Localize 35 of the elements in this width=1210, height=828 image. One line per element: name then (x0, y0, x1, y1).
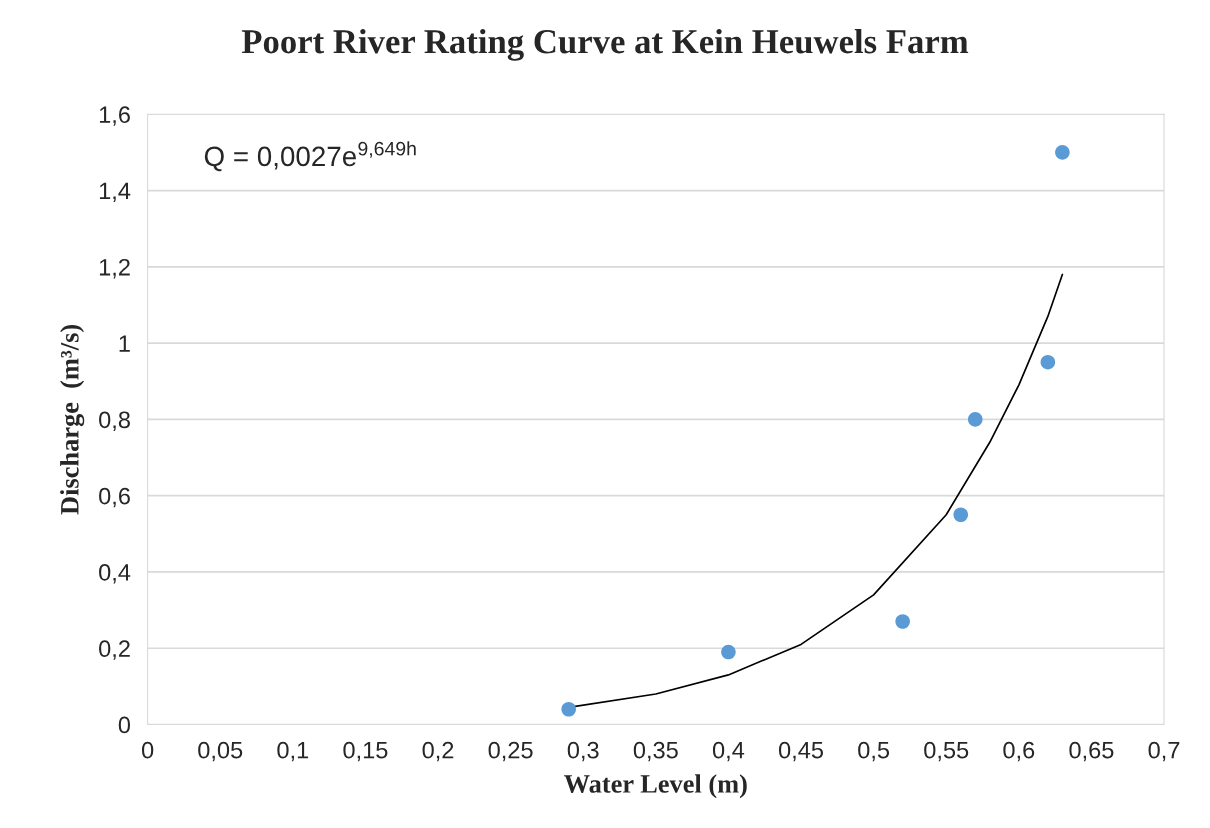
x-tick-label: 0,4 (712, 741, 745, 762)
x-tick-label: 0,15 (343, 741, 388, 762)
x-axis-title: Water Level (m) (564, 774, 747, 799)
x-tick-label: 0,55 (924, 741, 969, 762)
x-tick-label: 0 (141, 741, 154, 759)
x-tick-label: 0,7 (1148, 741, 1180, 762)
annotation: Q = 0,0027e$^{9,649h}$ (204, 141, 416, 172)
y-tick-label: 1,6 (99, 106, 130, 126)
x-tick-label: 0,35 (633, 741, 678, 762)
x-tick-label: 0,1 (277, 741, 309, 762)
point (721, 644, 736, 660)
x-tick-label: 0,25 (488, 741, 533, 762)
y-axis-title: Discharge (m³/s) (60, 324, 85, 515)
x-tick-label: 0,45 (778, 741, 824, 762)
y-tick-label: 0 (118, 716, 131, 734)
x-tick-label: 0,05 (198, 741, 243, 762)
y-tick-label: 0,2 (99, 640, 130, 660)
x-tick-label: 0,65 (1069, 741, 1114, 762)
point (1040, 354, 1056, 370)
point (953, 507, 969, 523)
y-tick-label: 0,8 (99, 411, 130, 431)
x-tick-label: 0,5 (858, 741, 890, 762)
y-tick-label: 1,4 (99, 182, 131, 203)
y-tick-label: 0,6 (99, 487, 130, 508)
x-tick-label: 0,6 (1003, 741, 1035, 762)
chart-title: Poort River Rating Curve at Kein Heuwels Farm (241, 28, 969, 61)
y-tick-label: 1,2 (99, 258, 130, 279)
point (895, 614, 910, 629)
point (1055, 145, 1070, 160)
x-tick-label: 0,2 (422, 741, 454, 762)
x-tick-label: 0,3 (567, 741, 599, 762)
point (561, 701, 576, 717)
y-tick-label: 1 (119, 335, 130, 352)
y-tick-label: 0,4 (99, 564, 131, 584)
point (967, 412, 983, 427)
